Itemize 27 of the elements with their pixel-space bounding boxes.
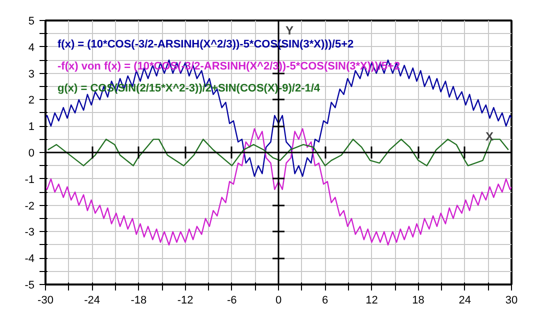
y-tick-label: 3	[28, 68, 35, 80]
x-tick-label: 18	[412, 294, 424, 306]
y-tick-label: -5	[24, 280, 34, 292]
x-tick-label: -24	[84, 294, 100, 306]
x-tick-label: 6	[322, 294, 328, 306]
y-tick-label: -2	[24, 200, 34, 212]
x-tick-label: -18	[130, 294, 147, 306]
x-tick-label: 24	[458, 294, 472, 306]
y-tick-label: -4	[24, 253, 34, 266]
y-tick-label: -1	[24, 174, 34, 186]
y-tick-label: 0	[28, 148, 35, 160]
annotation: Y	[286, 24, 294, 38]
y-tick-label: 5	[28, 16, 35, 28]
x-tick-label: 30	[505, 294, 518, 306]
line-series	[46, 60, 512, 177]
y-tick-label: 2	[28, 94, 35, 107]
x-tick-label: -12	[177, 294, 194, 306]
y-tick-label: 1	[28, 121, 35, 134]
y-tick-label: -3	[24, 226, 34, 239]
x-tick-label: -30	[38, 294, 54, 306]
line-series	[46, 128, 512, 246]
y-tick-label: 4	[28, 42, 35, 54]
x-tick-label: -6	[227, 294, 237, 306]
annotation: X	[486, 130, 494, 144]
x-tick-label: 12	[366, 294, 378, 306]
line-series	[47, 138, 509, 166]
x-tick-label: 0	[275, 294, 282, 306]
